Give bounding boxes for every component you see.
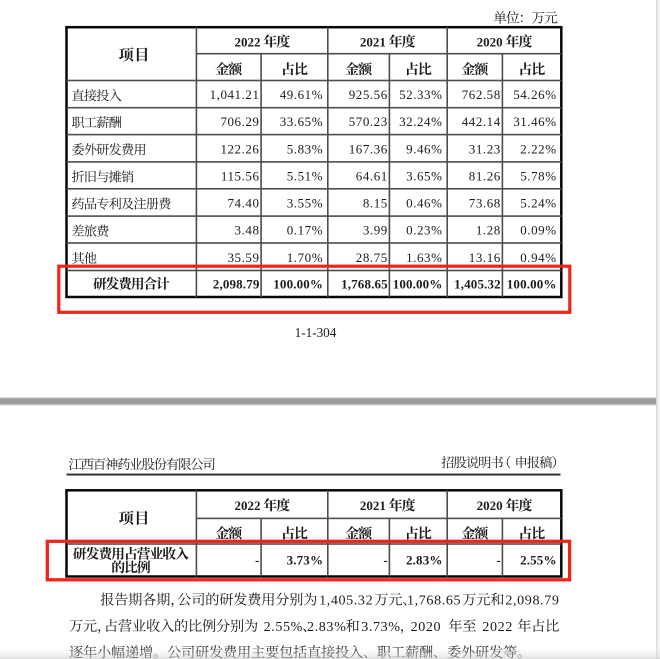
svg-text:9.46%: 9.46%	[406, 141, 442, 156]
svg-text:2.55%: 2.55%	[264, 619, 303, 635]
svg-text:-: -	[383, 552, 387, 567]
svg-text:-: -	[255, 552, 259, 567]
svg-text:167.36: 167.36	[349, 141, 388, 156]
svg-text:-: -	[496, 552, 500, 567]
svg-text:52.33%: 52.33%	[399, 87, 442, 102]
svg-text:13.16: 13.16	[469, 250, 501, 265]
svg-text:2.83%: 2.83%	[307, 619, 346, 635]
svg-text:5.83%: 5.83%	[287, 141, 323, 156]
svg-text:762.58: 762.58	[462, 87, 501, 102]
svg-text:2.55%: 2.55%	[520, 552, 557, 567]
svg-text:115.56: 115.56	[221, 169, 260, 184]
svg-text:2020: 2020	[411, 619, 442, 635]
svg-text:1,768.65: 1,768.65	[407, 593, 461, 609]
svg-text:2021: 2021	[360, 34, 386, 49]
svg-text:100.00%: 100.00%	[393, 276, 443, 291]
svg-text:2022: 2022	[235, 498, 261, 513]
svg-text:74.40: 74.40	[228, 196, 260, 211]
svg-text:64.61: 64.61	[356, 169, 388, 184]
svg-text:73.68: 73.68	[469, 196, 501, 211]
svg-text:1,405.32: 1,405.32	[319, 593, 373, 609]
svg-text:2022: 2022	[482, 619, 513, 635]
svg-text:3.73%: 3.73%	[287, 552, 324, 567]
svg-text:28.75: 28.75	[356, 250, 388, 265]
svg-text:0.17%: 0.17%	[287, 223, 323, 238]
svg-text:8.15: 8.15	[363, 196, 388, 211]
svg-text:442.14: 442.14	[462, 114, 501, 129]
svg-text:1-1-304: 1-1-304	[295, 325, 337, 340]
svg-text:31.23: 31.23	[469, 141, 501, 156]
svg-text:5.78%: 5.78%	[520, 169, 556, 184]
svg-text:81.26: 81.26	[469, 169, 501, 184]
svg-text:54.26%: 54.26%	[513, 87, 556, 102]
svg-text:2021: 2021	[360, 498, 386, 513]
svg-text:2.83%: 2.83%	[406, 552, 443, 567]
svg-text:925.56: 925.56	[349, 87, 388, 102]
svg-text:5.51%: 5.51%	[287, 169, 323, 184]
svg-text:100.00%: 100.00%	[273, 276, 323, 291]
svg-text:570.23: 570.23	[349, 114, 388, 129]
svg-text:1.70%: 1.70%	[287, 250, 323, 265]
svg-text:2,098.79: 2,098.79	[505, 593, 559, 609]
svg-text:2022: 2022	[235, 34, 261, 49]
svg-text:2020: 2020	[477, 34, 503, 49]
svg-text:1,405.32: 1,405.32	[454, 276, 501, 291]
svg-text:1.63%: 1.63%	[406, 250, 442, 265]
svg-text:1,041.21: 1,041.21	[210, 87, 260, 102]
svg-text:3.65%: 3.65%	[406, 169, 442, 184]
svg-text:31.46%: 31.46%	[513, 114, 556, 129]
svg-text:33.65%: 33.65%	[280, 114, 323, 129]
svg-text:3.99: 3.99	[363, 223, 388, 238]
svg-text:0.23%: 0.23%	[406, 223, 442, 238]
svg-text:706.29: 706.29	[220, 114, 259, 129]
svg-text:100.00%: 100.00%	[507, 276, 557, 291]
svg-text:2020: 2020	[477, 498, 503, 513]
svg-text:5.24%: 5.24%	[520, 196, 556, 211]
svg-text:122.26: 122.26	[220, 141, 259, 156]
svg-text:1,768.65: 1,768.65	[341, 276, 388, 291]
svg-text:3.73%: 3.73%	[361, 619, 400, 635]
svg-text:0.94%: 0.94%	[520, 250, 556, 265]
svg-text:35.59: 35.59	[228, 250, 260, 265]
svg-text:32.24%: 32.24%	[399, 114, 442, 129]
svg-text:0.46%: 0.46%	[406, 196, 442, 211]
svg-text:2.22%: 2.22%	[520, 141, 556, 156]
svg-text:1.28: 1.28	[476, 223, 501, 238]
svg-text:3.48: 3.48	[235, 223, 260, 238]
svg-text:2,098.79: 2,098.79	[213, 276, 260, 291]
svg-text:49.61%: 49.61%	[280, 87, 323, 102]
svg-text:3.55%: 3.55%	[287, 196, 323, 211]
svg-text:0.09%: 0.09%	[520, 223, 556, 238]
